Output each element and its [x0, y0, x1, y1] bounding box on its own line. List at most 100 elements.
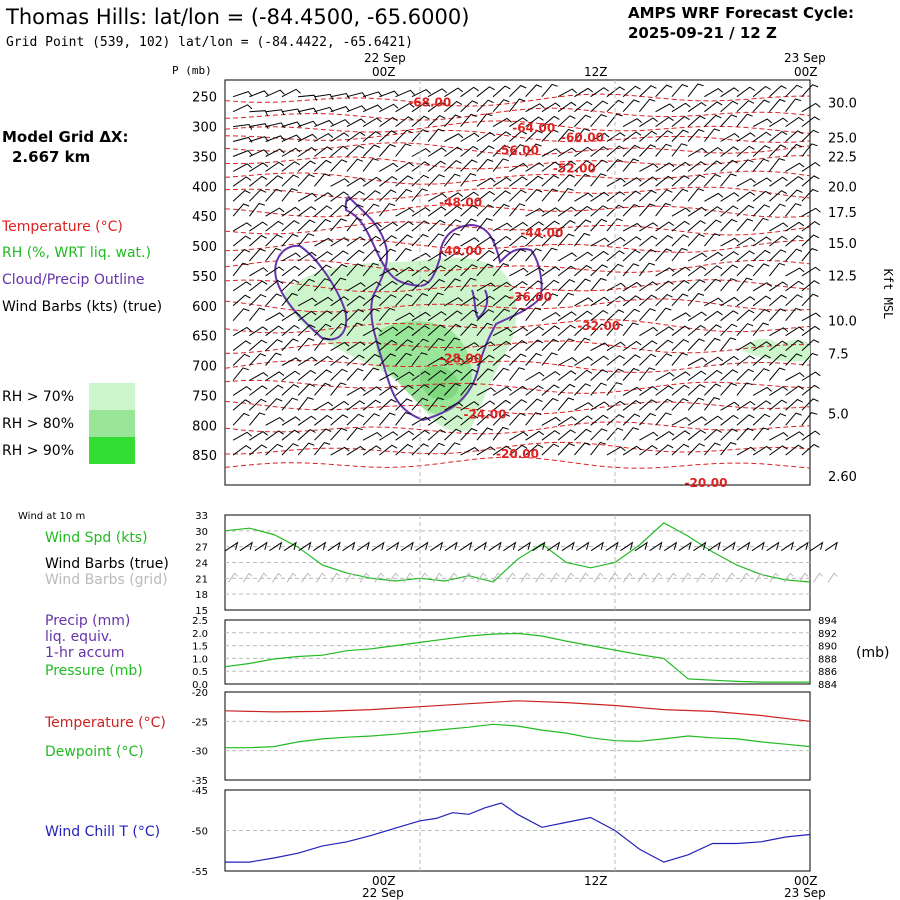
- wind-barb: [622, 308, 640, 322]
- wind-barb: [720, 87, 740, 98]
- rh-legend-70: RH > 70%: [2, 389, 74, 405]
- panel-right-tick-label: 888: [818, 654, 837, 665]
- wind-barb: [379, 162, 399, 172]
- wind-barb: [590, 323, 608, 337]
- legend-wind-barbs: Wind Barbs (kts) (true): [2, 299, 162, 315]
- wind-barb: [557, 429, 576, 441]
- wind-barb: [557, 206, 577, 217]
- isotherm-line: [224, 279, 811, 293]
- wind-barb: [655, 221, 674, 232]
- wind-barb: [590, 277, 607, 292]
- wind-barb: [444, 87, 463, 98]
- wind-barb: [362, 190, 381, 202]
- wind-barb: [704, 265, 723, 277]
- wind-barb: [379, 431, 399, 441]
- temperature-panel: -20 -25 -30 -35: [192, 688, 811, 787]
- kft-tick-label: 10.0: [828, 315, 857, 330]
- wind-barb: [460, 173, 477, 187]
- wind-barb: [427, 233, 445, 247]
- wind-barb: [444, 219, 462, 232]
- wind-barb: [525, 385, 544, 396]
- panel-tick-label: 18: [195, 590, 208, 601]
- wind-barb: [655, 371, 675, 381]
- wind-barb: [671, 416, 691, 426]
- wind-barb: [655, 412, 672, 426]
- wind-barb: [525, 221, 544, 232]
- wind-barb: [655, 189, 673, 202]
- wind-barb: [606, 86, 625, 98]
- wind-barb: [509, 399, 527, 411]
- surface-wind-barb-true: [400, 541, 414, 552]
- isotherm-line: [224, 186, 811, 200]
- isotherm-line: [224, 400, 811, 415]
- wind-barb: [606, 99, 624, 113]
- surface-wind-barb-grid: [754, 572, 765, 583]
- wind-barb: [720, 114, 738, 127]
- wind-barb: [557, 147, 577, 157]
- wind-barb: [785, 294, 803, 307]
- wind-barb: [314, 382, 331, 396]
- surface-wind-barb-grid: [271, 572, 282, 583]
- wind-barb: [330, 263, 348, 277]
- wind-barb: [525, 352, 542, 366]
- wind-barb: [574, 173, 591, 187]
- isotherm-label: -60.00: [561, 130, 604, 144]
- wind-barb: [801, 248, 818, 262]
- wind-barb: [232, 294, 251, 307]
- wind-barb: [281, 265, 301, 277]
- surface-wind-barb-grid: [505, 572, 516, 583]
- wind-barb: [330, 132, 350, 142]
- wind-barb: [460, 382, 477, 396]
- wind-barb: [314, 251, 333, 262]
- wind-barb: [541, 188, 559, 202]
- wind-barb: [704, 397, 721, 411]
- surface-wind-barb-grid: [564, 572, 575, 583]
- wind-barb: [687, 147, 707, 157]
- wind-barb: [574, 205, 593, 217]
- wind-barb: [557, 128, 575, 142]
- bottom-tick-00z-a: 00Z: [372, 874, 396, 888]
- wind-barb: [574, 128, 591, 142]
- wind-barb: [460, 401, 480, 411]
- wind-barb: [379, 267, 399, 277]
- wind-barb: [232, 249, 250, 262]
- wind-barb: [639, 117, 658, 128]
- surface-wind-barb-grid: [813, 572, 823, 583]
- pressure-tick-label: 450: [192, 210, 217, 225]
- wind-barb: [314, 401, 334, 411]
- wind-barb: [590, 173, 607, 187]
- panel-right-tick-label: 884: [818, 680, 837, 691]
- wind-barb: [720, 218, 738, 232]
- isotherm-label: -36.00: [509, 290, 552, 304]
- wind-barb: [671, 398, 689, 411]
- wind-barb: [232, 91, 253, 98]
- wind-barb: [606, 159, 624, 172]
- wind-barb: [362, 294, 381, 307]
- wind-barb: [232, 104, 253, 113]
- wind-barb: [557, 383, 576, 396]
- wind-barb: [785, 267, 805, 277]
- wind-barb: [379, 444, 398, 456]
- series-line: [224, 700, 811, 722]
- wind-barb: [655, 202, 672, 217]
- surface-wind-barb-true: [327, 541, 341, 552]
- wind-barb: [720, 264, 739, 277]
- wind-barb: [801, 188, 819, 202]
- wind-barb: [395, 443, 414, 456]
- wind-barb: [736, 145, 755, 157]
- cross-section-panel: -68.00 -64.00 -60.00 -56.00 -52.00 -48.00 -44.…: [192, 79, 857, 490]
- panel-tick-label: -45: [192, 786, 208, 797]
- wind-barb: [655, 326, 675, 337]
- wind-barb: [249, 123, 269, 130]
- wind-barb: [671, 352, 688, 366]
- rh-legend-80: RH > 80%: [2, 416, 74, 432]
- wind-barb: [671, 161, 691, 172]
- kft-tick-label: 30.0: [828, 97, 857, 112]
- wind-barb: [801, 143, 818, 157]
- wind-barb: [557, 101, 577, 113]
- wind-barbs-grid-label: Wind Barbs (grid): [45, 572, 168, 588]
- wind-barb: [525, 398, 543, 411]
- wind-barb: [704, 101, 723, 113]
- wind-barb: [801, 116, 820, 127]
- wind-barb: [346, 354, 365, 366]
